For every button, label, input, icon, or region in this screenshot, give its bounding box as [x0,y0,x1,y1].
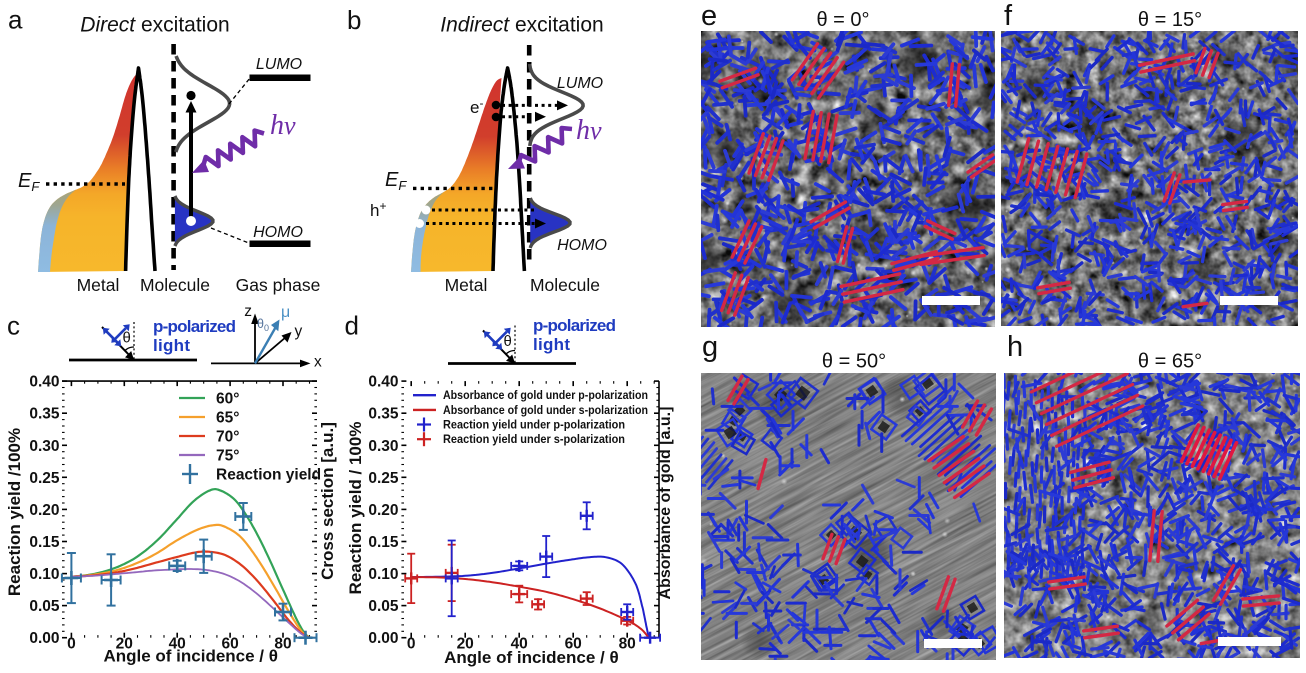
svg-text:LUMO: LUMO [256,56,302,73]
svg-text:80: 80 [619,636,636,653]
svg-text:Reaction yield /100%: Reaction yield /100% [5,428,24,596]
svg-text:Reaction yield: Reaction yield [216,467,321,484]
svg-text:Angle of incidence / θ: Angle of incidence / θ [444,648,619,667]
svg-text:0.00: 0.00 [29,630,59,647]
svg-text:y: y [295,323,303,340]
svg-text:0.20: 0.20 [29,502,59,519]
svg-text:θ = 0°: θ = 0° [816,9,869,31]
svg-text:a: a [8,5,23,35]
svg-text:light: light [533,335,570,354]
svg-text:0: 0 [67,636,76,653]
svg-text:Direct excitation: Direct excitation [80,14,229,37]
svg-text:Gas phase: Gas phase [236,275,321,295]
svg-text:hν: hν [270,110,296,141]
svg-text:θ = 65°: θ = 65° [1138,351,1202,373]
svg-text:f: f [1004,0,1013,32]
svg-text:0.20: 0.20 [368,502,398,519]
svg-text:Absorbance of gold under s-pol: Absorbance of gold under s-polarization [443,404,648,417]
svg-text:c: c [7,311,20,341]
svg-text:0.00: 0.00 [368,630,398,647]
svg-text:Absorbance of gold [a.u.]: Absorbance of gold [a.u.] [657,407,674,600]
svg-text:0.25: 0.25 [29,470,60,487]
svg-text:0.10: 0.10 [368,566,398,583]
svg-text:0: 0 [407,636,416,653]
svg-text:75°: 75° [216,448,239,465]
svg-text:θ = 50°: θ = 50° [822,351,886,373]
svg-text:p-polarized: p-polarized [153,317,236,336]
svg-text:p-polarized: p-polarized [533,316,616,335]
svg-text:θ = 15°: θ = 15° [1138,9,1202,31]
svg-text:d: d [345,311,359,341]
svg-text:Reaction yield under p-polariz: Reaction yield under p-polarization [443,419,625,432]
svg-text:0.30: 0.30 [29,438,59,455]
svg-text:μ: μ [281,304,290,321]
svg-text:0.05: 0.05 [29,598,60,615]
svg-text:0.40: 0.40 [368,374,398,391]
svg-text:0.35: 0.35 [29,406,60,423]
svg-text:Molecule: Molecule [530,275,600,295]
svg-text:Indirect excitation: Indirect excitation [440,14,603,37]
svg-text:h: h [1007,331,1023,363]
svg-text:HOMO: HOMO [557,237,607,254]
svg-text:Reaction yield under s-polariz: Reaction yield under s-polarization [443,433,625,446]
svg-text:0.35: 0.35 [368,406,399,423]
svg-text:Absorbance of gold under p-pol: Absorbance of gold under p-polarization [443,389,648,402]
svg-text:0.25: 0.25 [368,470,399,487]
svg-text:g: g [702,331,718,363]
svg-text:hν: hν [576,115,602,146]
svg-text:light: light [153,336,190,355]
svg-text:Angle of incidence / θ: Angle of incidence / θ [103,647,278,666]
svg-text:0.40: 0.40 [29,374,59,391]
svg-text:z: z [244,303,252,320]
svg-text:x: x [314,353,322,370]
svg-text:0.15: 0.15 [29,534,60,551]
svg-text:LUMO: LUMO [557,75,603,92]
svg-text:e: e [701,0,717,32]
svg-text:Molecule: Molecule [140,275,210,295]
svg-text:Cross section [a.u.]: Cross section [a.u.] [318,422,337,580]
svg-text:0.10: 0.10 [29,566,59,583]
svg-text:0.30: 0.30 [368,438,398,455]
svg-text:Reaction yield / 100%: Reaction yield / 100% [346,422,365,595]
svg-text:65°: 65° [216,410,239,427]
svg-text:60°: 60° [216,391,239,408]
svg-text:Metal: Metal [77,275,120,295]
svg-text:b: b [347,5,361,35]
svg-text:0.05: 0.05 [368,598,399,615]
svg-text:HOMO: HOMO [253,224,303,241]
svg-text:Metal: Metal [445,275,488,295]
svg-text:0.15: 0.15 [368,534,399,551]
svg-text:70°: 70° [216,429,239,446]
